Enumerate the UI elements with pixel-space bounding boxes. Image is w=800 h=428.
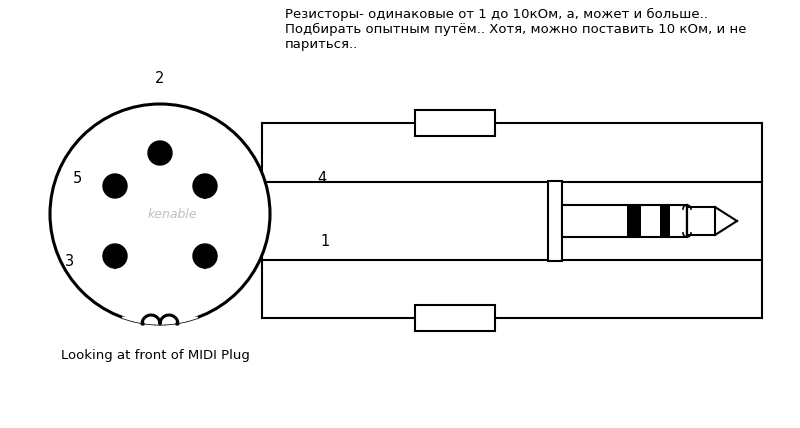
Bar	[659, 205, 670, 237]
Bar	[562, 205, 687, 237]
Circle shape	[103, 174, 127, 198]
Text: Looking at front of MIDI Plug: Looking at front of MIDI Plug	[61, 349, 250, 362]
Bar	[687, 207, 715, 235]
Text: 3: 3	[66, 255, 74, 270]
Polygon shape	[122, 318, 198, 324]
Text: 1: 1	[320, 235, 330, 250]
Circle shape	[50, 104, 270, 324]
Circle shape	[193, 174, 217, 198]
Bar	[548, 181, 562, 261]
Circle shape	[148, 141, 172, 165]
Circle shape	[193, 244, 217, 268]
Text: kenable: kenable	[147, 208, 197, 220]
Bar	[415, 110, 495, 136]
Bar	[415, 305, 495, 331]
Text: 4: 4	[318, 172, 326, 187]
Text: 5: 5	[72, 172, 82, 187]
Bar	[627, 205, 641, 237]
Text: Резисторы- одинаковые от 1 до 10кОм, а, может и больше..
Подбирать опытным путём: Резисторы- одинаковые от 1 до 10кОм, а, …	[285, 8, 746, 51]
Text: 2: 2	[155, 71, 165, 86]
Circle shape	[103, 244, 127, 268]
